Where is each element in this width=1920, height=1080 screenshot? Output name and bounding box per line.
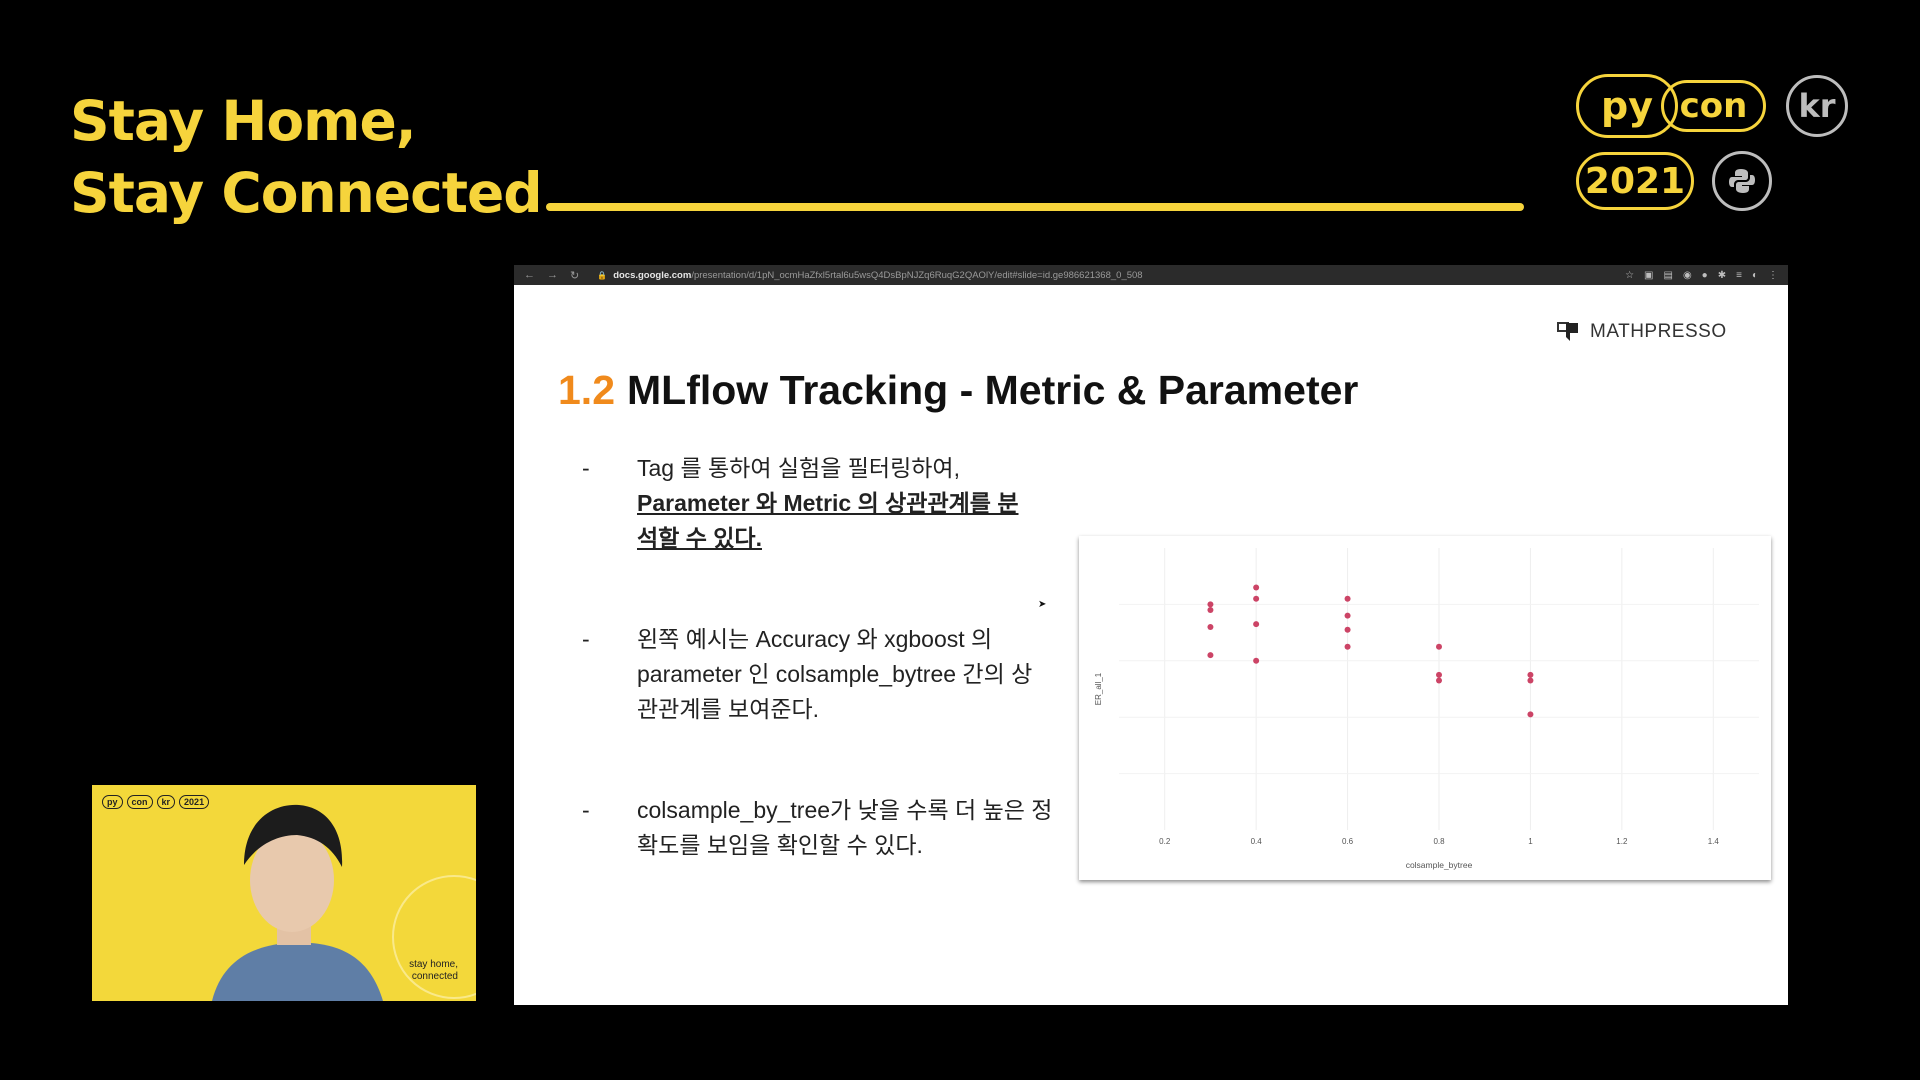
chart-point xyxy=(1436,643,1442,650)
webcam-logo-badge: 2021 xyxy=(179,795,210,809)
chart-point xyxy=(1253,657,1260,664)
chart-x-tick-label: 1 xyxy=(1528,837,1533,846)
url-domain: docs.google.com xyxy=(613,269,692,281)
chart-point xyxy=(1253,584,1260,591)
webcam-slogan-tag: stay home, connected xyxy=(409,959,458,983)
speaker-webcam: py con kr 2021 stay home, connected xyxy=(92,785,476,1001)
chart-point xyxy=(1207,623,1214,630)
chart-x-axis-label: colsample_bytree xyxy=(1406,860,1473,870)
webcam-tag-line-2: connected xyxy=(411,971,458,982)
puzzle-icon[interactable]: ✱ xyxy=(1717,269,1727,281)
back-arrow-icon[interactable]: ← xyxy=(524,268,535,281)
webcam-logo-badge: kr xyxy=(156,795,176,809)
mathpresso-logo-icon xyxy=(1557,322,1578,341)
bullet-dash: - xyxy=(582,626,590,652)
address-bar[interactable]: 🔒 docs.google.com/presentation/d/1pN_ocm… xyxy=(597,270,1625,281)
bullet-emphasis: Parameter 와 Metric 의 상관관계를 분석할 수 있다. xyxy=(637,490,1019,551)
bullet-dash: - xyxy=(582,455,590,481)
mouse-cursor-icon: ➤ xyxy=(1038,599,1047,610)
extension-icon[interactable]: ▣ xyxy=(1644,269,1654,281)
slide-title: 1.2 MLflow Tracking - Metric & Parameter xyxy=(558,367,1358,414)
chart-point xyxy=(1207,652,1214,659)
slogan-line-2: Stay Connected xyxy=(70,161,543,225)
presentation-slide: MATHPRESSO 1.2 MLflow Tracking - Metric &… xyxy=(514,285,1788,1005)
chart-point xyxy=(1527,711,1534,718)
chart-x-tick-label: 0.4 xyxy=(1251,837,1263,846)
bookmark-star-icon[interactable]: ☆ xyxy=(1625,269,1635,281)
reload-icon[interactable]: ↻ xyxy=(570,269,580,282)
webcam-logo-badge: py xyxy=(102,795,123,809)
chart-point xyxy=(1527,677,1534,684)
chart-x-tick-label: 1.4 xyxy=(1708,837,1720,846)
scatter-chart: 0.2 0.4 0.6 0.8 1 1.2 1.4 colsample_bytree ER_al… xyxy=(1079,536,1771,880)
brand-logo: MATHPRESSO xyxy=(1556,319,1727,345)
extension-icon[interactable]: ▤ xyxy=(1663,269,1673,281)
webcam-pycon-logos: py con kr 2021 xyxy=(102,795,210,809)
browser-toolbar: ← → ↻ 🔒 docs.google.com/presentation/d/1… xyxy=(514,265,1788,285)
pycon-py-badge: py xyxy=(1576,74,1678,138)
lock-icon: 🔒 xyxy=(597,270,608,280)
slogan: Stay Home, Stay Connected xyxy=(70,85,543,229)
bullet-text: Tag 를 통하여 실험을 필터링하여, xyxy=(637,455,960,481)
scatter-chart-svg: 0.2 0.4 0.6 0.8 1 1.2 1.4 colsample_bytree ER_al… xyxy=(1094,548,1759,870)
chart-y-axis-label: ER_all_1 xyxy=(1094,672,1103,705)
brand-name: MATHPRESSO xyxy=(1590,321,1727,342)
chart-point xyxy=(1436,677,1442,684)
bullet-text: colsample_by_tree가 낮을 수록 더 높은 정확도를 보임을 확… xyxy=(637,797,1053,858)
chart-point xyxy=(1207,607,1214,614)
extension-icon[interactable]: ◉ xyxy=(1682,269,1692,281)
bullet-text: 왼쪽 예시는 Accuracy 와 xgboost 의 parameter 인 … xyxy=(637,626,1033,722)
slide-title-number: 1.2 xyxy=(558,367,615,413)
chart-point xyxy=(1527,671,1534,678)
menu-kebab-icon[interactable]: ⋮ xyxy=(1768,269,1778,281)
pycon-con-badge: con xyxy=(1661,80,1766,132)
chart-point xyxy=(1344,612,1351,619)
chart-point xyxy=(1253,595,1260,602)
chart-point xyxy=(1344,643,1351,650)
slogan-line-1: Stay Home, xyxy=(70,89,417,153)
webcam-tag-line-1: stay home, xyxy=(409,959,458,970)
chart-point xyxy=(1344,595,1351,602)
chart-x-tick-label: 0.6 xyxy=(1342,837,1354,846)
playlist-icon[interactable]: ≡ xyxy=(1736,269,1742,281)
url-path: /presentation/d/1pN_ocmHaZfxl5rtal6u5wsQ… xyxy=(691,269,1143,281)
chart-x-tick-label: 0.8 xyxy=(1433,837,1445,846)
forward-arrow-icon[interactable]: → xyxy=(547,268,558,281)
slide-title-text: MLflow Tracking - Metric & Parameter xyxy=(627,367,1359,413)
python-logo-icon xyxy=(1712,151,1772,211)
extension-icon[interactable]: ● xyxy=(1701,269,1708,281)
pycon-kr-badge: kr xyxy=(1786,75,1848,137)
webcam-logo-badge: con xyxy=(126,795,153,809)
browser-window: ← → ↻ 🔒 docs.google.com/presentation/d/1… xyxy=(514,265,1788,1005)
bullet-dash: - xyxy=(582,797,590,823)
chart-point xyxy=(1253,621,1260,628)
chart-x-tick-label: 1.2 xyxy=(1616,837,1628,846)
profile-avatar-icon[interactable]: ◐ xyxy=(1751,269,1758,281)
chart-point xyxy=(1436,671,1442,678)
slogan-underline xyxy=(546,203,1524,211)
chart-point xyxy=(1344,626,1351,633)
pycon-year-badge: 2021 xyxy=(1576,152,1694,210)
chart-point xyxy=(1207,601,1214,608)
speaker-silhouette xyxy=(212,804,383,1001)
chart-x-tick-label: 0.2 xyxy=(1159,837,1171,846)
